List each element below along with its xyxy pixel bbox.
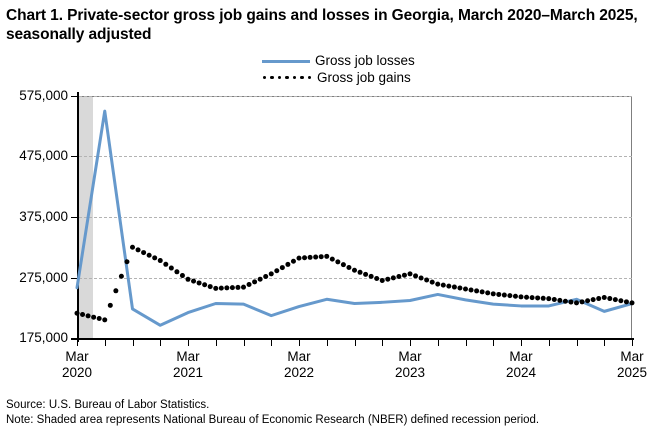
gridline-475000 — [79, 156, 632, 157]
footnote-note: Note: Shaded area represents National Bu… — [6, 414, 540, 426]
x-axis-label-2023-year: 2023 — [394, 364, 426, 380]
footnote-source: Source: U.S. Bureau of Labor Statistics. — [6, 399, 210, 411]
gridline-375000 — [79, 217, 632, 218]
x-axis-label-2020-year: 2020 — [61, 364, 93, 380]
y-axis-label-375000: 375,000 — [19, 209, 68, 224]
x-tick-0 — [77, 340, 78, 346]
series-gross-job-losses — [75, 109, 634, 327]
chart-footnotes: Source: U.S. Bureau of Labor Statistics.… — [6, 398, 656, 428]
x-tick-11 — [382, 340, 384, 346]
gridline-275000 — [79, 278, 632, 279]
x-tick-4 — [188, 340, 189, 346]
x-tick-7 — [271, 340, 273, 346]
y-axis-label-175000: 175,000 — [19, 330, 68, 345]
x-tick-18 — [576, 340, 578, 346]
y-tick-475000 — [71, 156, 77, 157]
x-tick-1 — [104, 340, 106, 346]
x-axis-label-2023: Mar 2023 — [375, 349, 445, 380]
legend-label-gross-job-gains: Gross job gains — [317, 70, 411, 85]
y-tick-275000 — [71, 278, 77, 279]
x-axis-label-2021-year: 2021 — [172, 364, 204, 380]
x-axis-label-2023-month: Mar — [398, 349, 422, 364]
chart-title: Chart 1. Private-sector gross job gains … — [6, 7, 638, 43]
x-axis-line — [71, 338, 634, 340]
x-tick-10 — [354, 340, 356, 346]
x-axis-label-2020: Mar 2020 — [42, 349, 112, 380]
x-axis-label-2021-month: Mar — [176, 349, 200, 364]
x-tick-15 — [493, 340, 495, 346]
x-axis-label-2025-month: Mar — [620, 349, 644, 364]
legend-label-gross-job-losses: Gross job losses — [315, 53, 415, 68]
x-tick-8 — [299, 340, 300, 346]
y-axis-label-275000: 275,000 — [19, 270, 68, 285]
legend-solid-line-icon — [262, 54, 310, 68]
x-axis-label-2022: Mar 2022 — [264, 349, 334, 380]
legend-item-gross-job-losses: Gross job losses — [262, 52, 415, 69]
x-tick-14 — [465, 340, 467, 346]
x-axis-label-2024-year: 2024 — [505, 364, 537, 380]
y-axis-label-475000: 475,000 — [19, 148, 68, 163]
x-tick-20 — [632, 340, 633, 346]
x-axis-label-2024-month: Mar — [509, 349, 533, 364]
x-axis-label-2025-year: 2025 — [616, 364, 648, 380]
x-tick-2 — [132, 340, 134, 346]
x-tick-12 — [410, 340, 411, 346]
x-axis-label-2020-month: Mar — [65, 349, 89, 364]
y-tick-375000 — [71, 217, 77, 218]
series-gross-job-gains — [74, 244, 635, 323]
x-tick-13 — [437, 340, 439, 346]
footer-divider — [0, 392, 660, 393]
x-tick-5 — [215, 340, 217, 346]
y-axis-label-575000: 575,000 — [19, 88, 68, 103]
y-tick-575000 — [71, 96, 77, 97]
x-tick-9 — [326, 340, 328, 346]
x-axis-label-2024: Mar 2024 — [486, 349, 556, 380]
x-axis-label-2021: Mar 2021 — [153, 349, 223, 380]
x-tick-3 — [160, 340, 162, 346]
chart-legend: Gross job losses Gross job gains — [262, 52, 415, 86]
x-tick-17 — [548, 340, 550, 346]
x-axis-label-2025: Mar 2025 — [597, 349, 660, 380]
x-tick-6 — [243, 340, 245, 346]
x-tick-19 — [604, 340, 606, 346]
x-axis-label-2022-month: Mar — [287, 349, 311, 364]
x-tick-16 — [521, 340, 522, 346]
y-tick-175000 — [71, 338, 77, 339]
legend-item-gross-job-gains: Gross job gains — [262, 69, 415, 86]
legend-dotted-line-icon — [262, 71, 312, 85]
gridline-575000 — [79, 96, 632, 97]
x-axis-label-2022-year: 2022 — [283, 364, 315, 380]
